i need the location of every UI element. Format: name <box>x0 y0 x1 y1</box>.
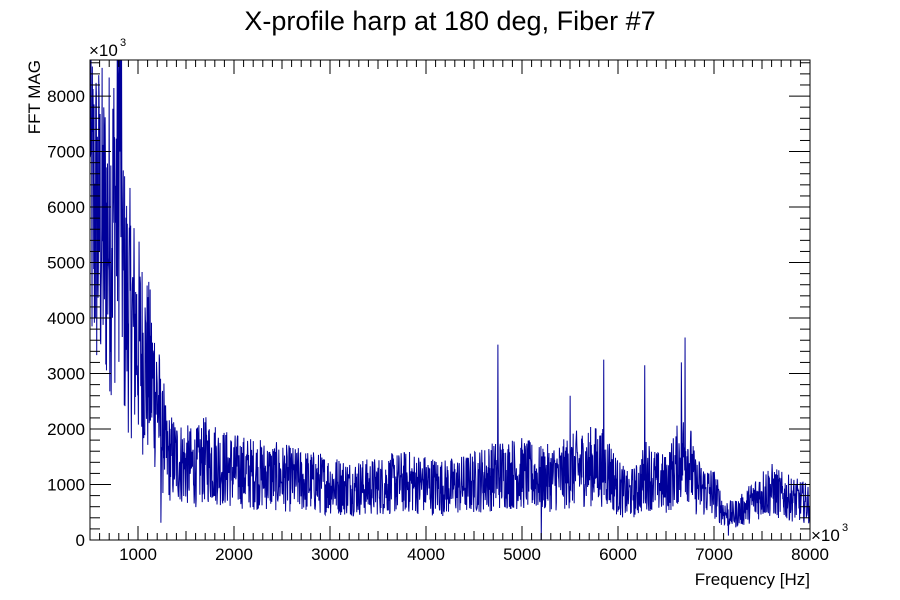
x-tick-label: 8000 <box>791 545 829 564</box>
x-tick-label: 5000 <box>503 545 541 564</box>
y-tick-label: 7000 <box>47 143 85 162</box>
y-tick-label: 5000 <box>47 254 85 273</box>
y-tick-label: 2000 <box>47 420 85 439</box>
x-tick-labels: 1000 2000 3000 4000 5000 6000 7000 8000 <box>119 545 829 564</box>
y-multiplier-exponent: 3 <box>120 37 126 49</box>
y-tick-label: 0 <box>76 531 85 550</box>
x-tick-label: 6000 <box>599 545 637 564</box>
x-tick-label: 7000 <box>695 545 733 564</box>
y-tick-label: 4000 <box>47 309 85 328</box>
y-tick-label: 1000 <box>47 476 85 495</box>
spectrum-line <box>89 59 811 540</box>
y-tick-label: 6000 <box>47 198 85 217</box>
x-multiplier-base: ×10 <box>811 526 840 545</box>
x-axis-multiplier: ×10 3 <box>811 522 848 545</box>
plot-background <box>90 60 810 540</box>
x-multiplier-exponent: 3 <box>842 522 848 534</box>
y-tick-label: 3000 <box>47 365 85 384</box>
plot-frame <box>89 59 811 541</box>
x-axis-title: Frequency [Hz] <box>695 570 810 589</box>
y-axis-title: FFT MAG <box>25 60 44 134</box>
chart-title: X-profile harp at 180 deg, Fiber #7 <box>244 6 655 36</box>
x-tick-label: 3000 <box>311 545 349 564</box>
y-tick-label: 8000 <box>47 87 85 106</box>
x-tick-label: 2000 <box>215 545 253 564</box>
x-tick-label: 1000 <box>119 545 157 564</box>
ticks-layer <box>89 60 811 541</box>
plot-area <box>89 59 811 541</box>
y-multiplier-base: ×10 <box>89 41 118 60</box>
x-tick-label: 4000 <box>407 545 445 564</box>
series-layer <box>89 59 811 540</box>
y-axis-multiplier: ×10 3 <box>89 37 126 60</box>
y-tick-labels: 0 1000 2000 3000 4000 5000 6000 7000 8000 <box>47 87 85 550</box>
